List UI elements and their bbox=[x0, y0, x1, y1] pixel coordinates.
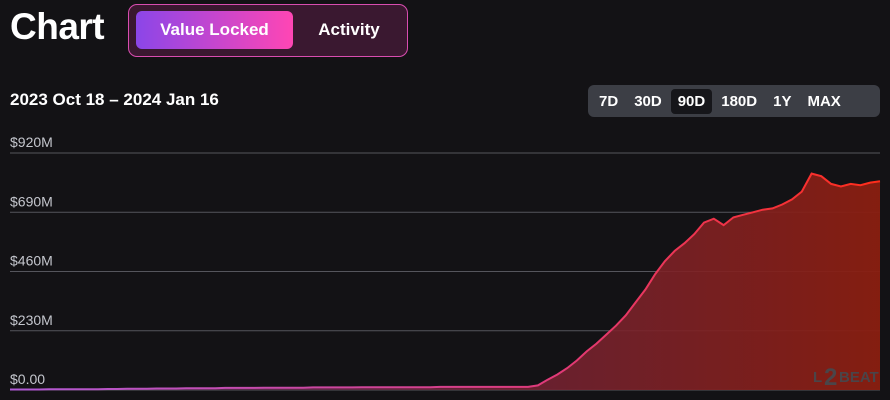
y-tick-label: $920M bbox=[10, 134, 53, 150]
y-tick-label: $230M bbox=[10, 312, 53, 328]
chart-tab-switcher: Value Locked Activity bbox=[128, 4, 408, 57]
range-button-max[interactable]: MAX bbox=[807, 92, 841, 110]
tab-activity[interactable]: Activity bbox=[318, 20, 380, 39]
y-tick-label: $690M bbox=[10, 193, 53, 209]
range-button-7d[interactable]: 7D bbox=[599, 92, 619, 110]
tvl-area-fill bbox=[10, 173, 880, 390]
y-tick-label: $460M bbox=[10, 253, 53, 269]
y-axis-ticks: $0.00 $230M $460M $690M $920M bbox=[10, 134, 53, 387]
chart-area-series bbox=[10, 172, 881, 391]
watermark-digit: 2 bbox=[824, 364, 837, 391]
range-button-1y[interactable]: 1Y bbox=[773, 92, 792, 110]
watermark-prefix: L bbox=[813, 369, 822, 386]
y-tick-label: $0.00 bbox=[10, 371, 45, 387]
time-range-selector: 7D 30D 90D 180D 1Y MAX bbox=[588, 85, 880, 117]
range-button-180d[interactable]: 180D bbox=[721, 92, 758, 110]
tvl-series-line bbox=[10, 172, 881, 391]
page-title: Chart bbox=[10, 6, 105, 47]
tab-value-locked[interactable]: Value Locked bbox=[136, 11, 293, 49]
watermark-suffix: BEAT bbox=[839, 369, 879, 386]
date-range-label: 2023 Oct 18 – 2024 Jan 16 bbox=[10, 90, 219, 109]
l2beat-watermark: L 2 BEAT bbox=[813, 364, 879, 391]
range-button-90d[interactable]: 90D bbox=[670, 88, 713, 114]
range-button-30d[interactable]: 30D bbox=[634, 92, 662, 110]
